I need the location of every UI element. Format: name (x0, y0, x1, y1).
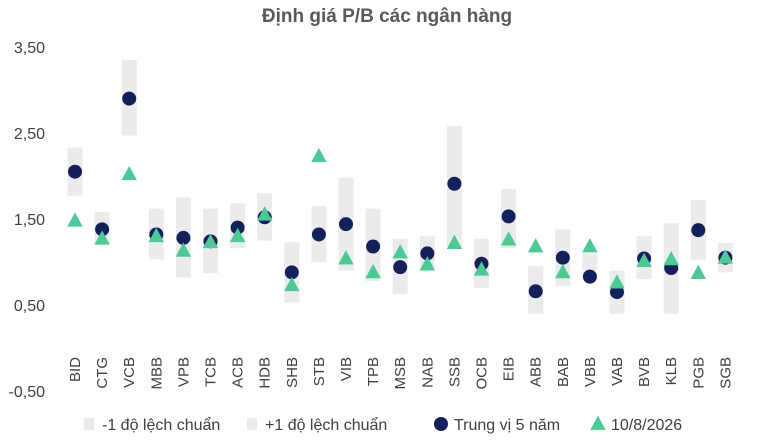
y-axis: 3,50 2,50 1,50 0,50 -0,50 (9, 40, 46, 401)
x-tick-label-stb: STB (311, 357, 328, 386)
median-point-vpb (176, 230, 191, 245)
current-point-vcb (121, 165, 137, 181)
current-point-vpb (175, 242, 192, 257)
y-tick-label: 0,50 (14, 298, 45, 315)
current-point-nab (419, 256, 435, 271)
median-point-vbb (582, 269, 597, 284)
x-tick-label-ssb: SSB (446, 357, 463, 387)
current-point-bab (555, 263, 571, 279)
std-dev-bands (67, 59, 733, 314)
x-tick-label-bvb: BVB (636, 357, 653, 387)
x-tick-label-mbb: MBB (148, 357, 165, 390)
x-tick-label-vpb: VPB (175, 357, 192, 387)
legend-item: -1 độ lệch chuẩn (84, 416, 220, 434)
x-tick-label-shb: SHB (284, 357, 301, 388)
current-point-shb (284, 276, 300, 292)
x-tick-label-klb: KLB (663, 357, 680, 385)
x-tick-label-tcb: TCB (203, 357, 220, 387)
x-tick-label-msb: MSB (392, 357, 409, 390)
band-vbb (582, 253, 598, 271)
median-point-bab (555, 250, 570, 265)
x-tick-label-hdb: HDB (257, 357, 274, 389)
current-point-abb (528, 238, 544, 253)
legend-item: +1 độ lệch chuẩn (247, 416, 387, 434)
chart-title: Định giá P/B các ngân hàng (262, 6, 512, 27)
legend-label: Trung vị 5 năm (454, 417, 560, 434)
current-point-mbb (148, 227, 164, 243)
median-point-vcb (122, 91, 137, 106)
legend-band-swatch (247, 418, 257, 430)
median-point-pgb (691, 223, 706, 238)
current-point-bvb (636, 252, 652, 268)
x-tick-label-ocb: OCB (474, 357, 491, 390)
median-point-msb (393, 260, 408, 275)
x-tick-label-bab: BAB (555, 357, 572, 387)
legend-median-swatch (434, 417, 448, 431)
current-point-vbb (582, 238, 598, 253)
current-point-ocb (473, 261, 490, 276)
current-point-bid (67, 212, 83, 227)
legend-band-swatch (84, 418, 94, 430)
median-points (68, 91, 733, 300)
y-tick-label: 1,50 (14, 212, 45, 229)
current-point-sgb (717, 249, 734, 264)
legend-current-swatch (590, 415, 606, 430)
current-point-msb (392, 244, 408, 259)
current-point-pgb (690, 264, 706, 280)
x-tick-label-vab: VAB (609, 357, 626, 386)
x-tick-label-vib: VIB (338, 357, 355, 381)
x-tick-label-vbb: VBB (582, 357, 599, 387)
median-point-tpb (366, 239, 381, 254)
median-point-eib (501, 209, 516, 224)
y-tick-label: 3,50 (14, 40, 45, 57)
x-tick-label-ctg: CTG (94, 357, 111, 389)
current-point-tcb (202, 233, 219, 249)
median-point-nab (420, 246, 435, 261)
legend: -1 độ lệch chuẩn +1 độ lệch chuẩn Trung vị… (84, 415, 682, 434)
x-axis: BID CTG VCB MBB VPB TCB ACB HDB SHB STB VIB TPB MSB N… (67, 357, 734, 390)
median-point-vib (339, 217, 353, 232)
current-point-hdb (257, 206, 273, 221)
x-tick-label-acb: ACB (230, 357, 247, 388)
x-tick-label-tpb: TPB (365, 357, 382, 386)
current-point-tpb (365, 263, 381, 279)
current-point-vab (609, 274, 625, 289)
median-point-ctg (95, 222, 110, 237)
legend-item: 10/8/2026 (590, 415, 682, 434)
median-point-abb (528, 284, 543, 299)
legend-label: +1 độ lệch chuẩn (265, 416, 387, 434)
x-tick-label-abb: ABB (528, 357, 545, 387)
current-point-ssb (446, 234, 463, 249)
median-point-shb (284, 265, 299, 280)
y-tick-label: -0,50 (9, 384, 46, 401)
y-tick-label: 2,50 (14, 126, 45, 143)
legend-label: 10/8/2026 (611, 417, 682, 434)
x-tick-label-sgb: SGB (717, 357, 734, 389)
current-point-eib (500, 231, 517, 246)
x-tick-label-eib: EIB (501, 357, 518, 381)
current-point-klb (663, 251, 679, 266)
median-point-stb (311, 227, 326, 242)
legend-item: Trung vị 5 năm (434, 417, 560, 434)
current-points (67, 147, 734, 292)
median-point-vab (610, 285, 624, 300)
current-point-acb (229, 227, 246, 243)
current-point-vib (338, 250, 354, 265)
median-point-ssb (447, 176, 462, 191)
legend-label: -1 độ lệch chuẩn (102, 416, 220, 434)
x-tick-label-nab: NAB (419, 357, 436, 388)
median-point-acb (230, 220, 245, 235)
x-tick-label-pgb: PGB (690, 357, 707, 389)
current-point-stb (311, 147, 327, 163)
x-tick-label-vcb: VCB (121, 357, 138, 388)
x-tick-label-bid: BID (67, 357, 84, 382)
current-point-ctg (94, 230, 110, 245)
median-point-bid (68, 164, 82, 179)
